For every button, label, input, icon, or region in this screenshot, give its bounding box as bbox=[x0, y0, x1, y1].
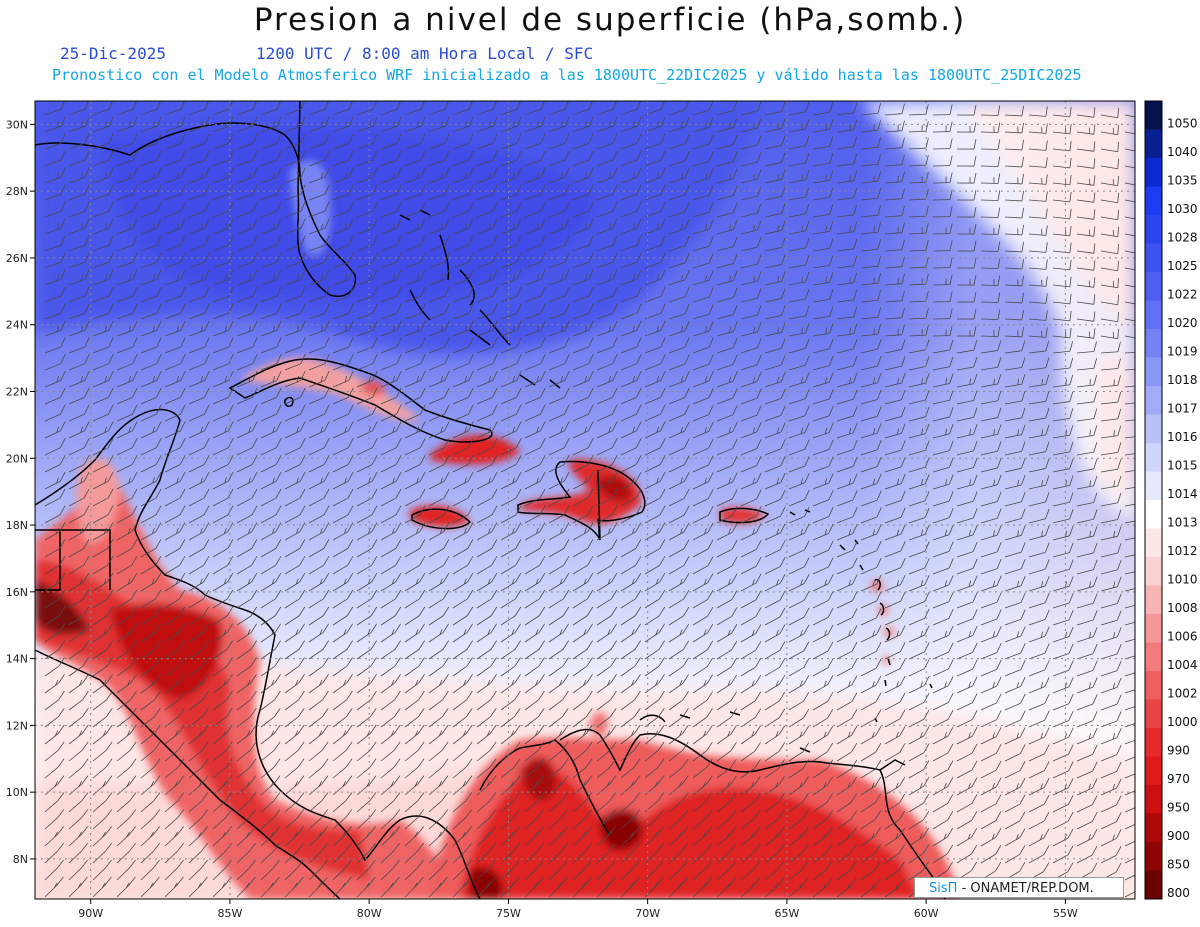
colorbar-swatch bbox=[1145, 842, 1162, 871]
colorbar-label: 1035 bbox=[1167, 173, 1198, 187]
lat-label: 26N bbox=[6, 252, 28, 265]
colorbar-swatch bbox=[1145, 585, 1162, 615]
colorbar-label: 850 bbox=[1167, 857, 1190, 871]
colorbar-swatch bbox=[1145, 186, 1162, 216]
colorbar-swatch bbox=[1145, 614, 1162, 643]
lon-label: 90W bbox=[78, 907, 103, 920]
lat-label: 14N bbox=[6, 653, 28, 666]
colorbar-swatch bbox=[1145, 158, 1162, 187]
colorbar-swatch bbox=[1145, 357, 1162, 387]
colorbar-label: 1017 bbox=[1167, 401, 1198, 415]
credit-text: - ONAMET/REP.DOM. bbox=[961, 881, 1094, 896]
pressure-shading bbox=[35, 101, 1135, 899]
colorbar-swatch bbox=[1145, 329, 1162, 358]
colorbar-swatch bbox=[1145, 215, 1162, 244]
lon-label: 85W bbox=[217, 907, 242, 920]
colorbar-swatch bbox=[1145, 243, 1162, 273]
colorbar-label: 1028 bbox=[1167, 230, 1198, 244]
axis-ticks: 90W 85W 80W 75W 70W 65W 60W 55W 30N 28N 26N 24N 22N 2… bbox=[6, 118, 1078, 920]
lat-label: 16N bbox=[6, 586, 28, 599]
forecast-time: 1200 UTC / 8:00 am Hora Local / SFC bbox=[256, 44, 594, 63]
colorbar-label: 1015 bbox=[1167, 458, 1198, 472]
colorbar-swatch bbox=[1145, 471, 1162, 501]
colorbar-swatch bbox=[1145, 756, 1162, 786]
lon-label: 60W bbox=[914, 907, 939, 920]
colorbar-label: 1008 bbox=[1167, 601, 1198, 615]
colorbar-label: 1013 bbox=[1167, 515, 1198, 529]
lat-label: 20N bbox=[6, 452, 28, 465]
colorbar-swatch bbox=[1145, 443, 1162, 472]
colorbar-label: 1004 bbox=[1167, 658, 1198, 672]
colorbar-swatch bbox=[1145, 642, 1162, 672]
colorbar-swatch bbox=[1145, 870, 1162, 900]
lat-label: 18N bbox=[6, 519, 28, 532]
colorbar-swatch bbox=[1145, 500, 1162, 529]
colorbar-label: 1014 bbox=[1167, 487, 1198, 501]
lat-label: 12N bbox=[6, 719, 28, 732]
lon-label: 80W bbox=[357, 907, 382, 920]
colorbar-label: 1050 bbox=[1167, 116, 1198, 130]
colorbar-swatch bbox=[1145, 728, 1162, 757]
colorbar-swatch bbox=[1145, 414, 1162, 444]
colorbar-label: 1010 bbox=[1167, 572, 1198, 586]
lat-label: 22N bbox=[6, 385, 28, 398]
colorbar-label: 1012 bbox=[1167, 544, 1198, 558]
colorbar-label: 1018 bbox=[1167, 373, 1198, 387]
forecast-date: 25-Dic-2025 bbox=[60, 44, 166, 63]
colorbar-label: 800 bbox=[1167, 886, 1190, 900]
lon-label: 55W bbox=[1053, 907, 1078, 920]
colorbar-swatch bbox=[1145, 272, 1162, 301]
map-title: Presion a nivel de superficie (hPa,somb.… bbox=[253, 2, 967, 38]
lat-label: 24N bbox=[6, 319, 28, 332]
lon-label: 75W bbox=[496, 907, 521, 920]
colorbar-label: 950 bbox=[1167, 800, 1190, 814]
colorbar-swatch bbox=[1145, 101, 1162, 130]
lon-label: 70W bbox=[635, 907, 660, 920]
colorbar-label: 1019 bbox=[1167, 344, 1198, 358]
colorbar-label: 900 bbox=[1167, 829, 1190, 843]
lat-label: 28N bbox=[6, 185, 28, 198]
colorbar-swatch bbox=[1145, 129, 1162, 159]
colorbar-swatch bbox=[1145, 300, 1162, 330]
colorbar: 1050 1040 1035 1030 1028 1025 1022 1020 1019 1018… bbox=[1144, 100, 1198, 900]
lat-label: 8N bbox=[13, 853, 28, 866]
colorbar-label: 1040 bbox=[1167, 145, 1198, 159]
colorbar-label: 990 bbox=[1167, 743, 1190, 757]
colorbar-label: 1020 bbox=[1167, 316, 1198, 330]
colorbar-label: 1000 bbox=[1167, 715, 1198, 729]
colorbar-swatch bbox=[1145, 671, 1162, 700]
colorbar-label: 1016 bbox=[1167, 430, 1198, 444]
credit-box: SisΠ - ONAMET/REP.DOM. bbox=[914, 877, 1124, 898]
colorbar-label: 970 bbox=[1167, 772, 1190, 786]
colorbar-swatch bbox=[1145, 386, 1162, 415]
lat-label: 30N bbox=[6, 118, 28, 131]
colorbar-label: 1006 bbox=[1167, 629, 1198, 643]
lon-label: 65W bbox=[774, 907, 799, 920]
colorbar-label: 1022 bbox=[1167, 287, 1198, 301]
lat-label: 10N bbox=[6, 786, 28, 799]
sispi-logo: SisΠ bbox=[929, 881, 958, 896]
colorbar-swatch bbox=[1145, 813, 1162, 843]
colorbar-label: 1025 bbox=[1167, 259, 1198, 273]
wind-barbs bbox=[44, 101, 1135, 898]
colorbar-label: 1002 bbox=[1167, 686, 1198, 700]
colorbar-swatch bbox=[1145, 785, 1162, 814]
colorbar-swatch bbox=[1145, 557, 1162, 586]
map-frame bbox=[34, 100, 1136, 900]
lat-lon-grid bbox=[35, 101, 1135, 899]
colorbar-swatch bbox=[1145, 699, 1162, 729]
colorbar-swatch bbox=[1145, 528, 1162, 558]
colorbar-label: 1030 bbox=[1167, 202, 1198, 216]
model-info: Pronostico con el Modelo Atmosferico WRF… bbox=[52, 66, 1082, 84]
